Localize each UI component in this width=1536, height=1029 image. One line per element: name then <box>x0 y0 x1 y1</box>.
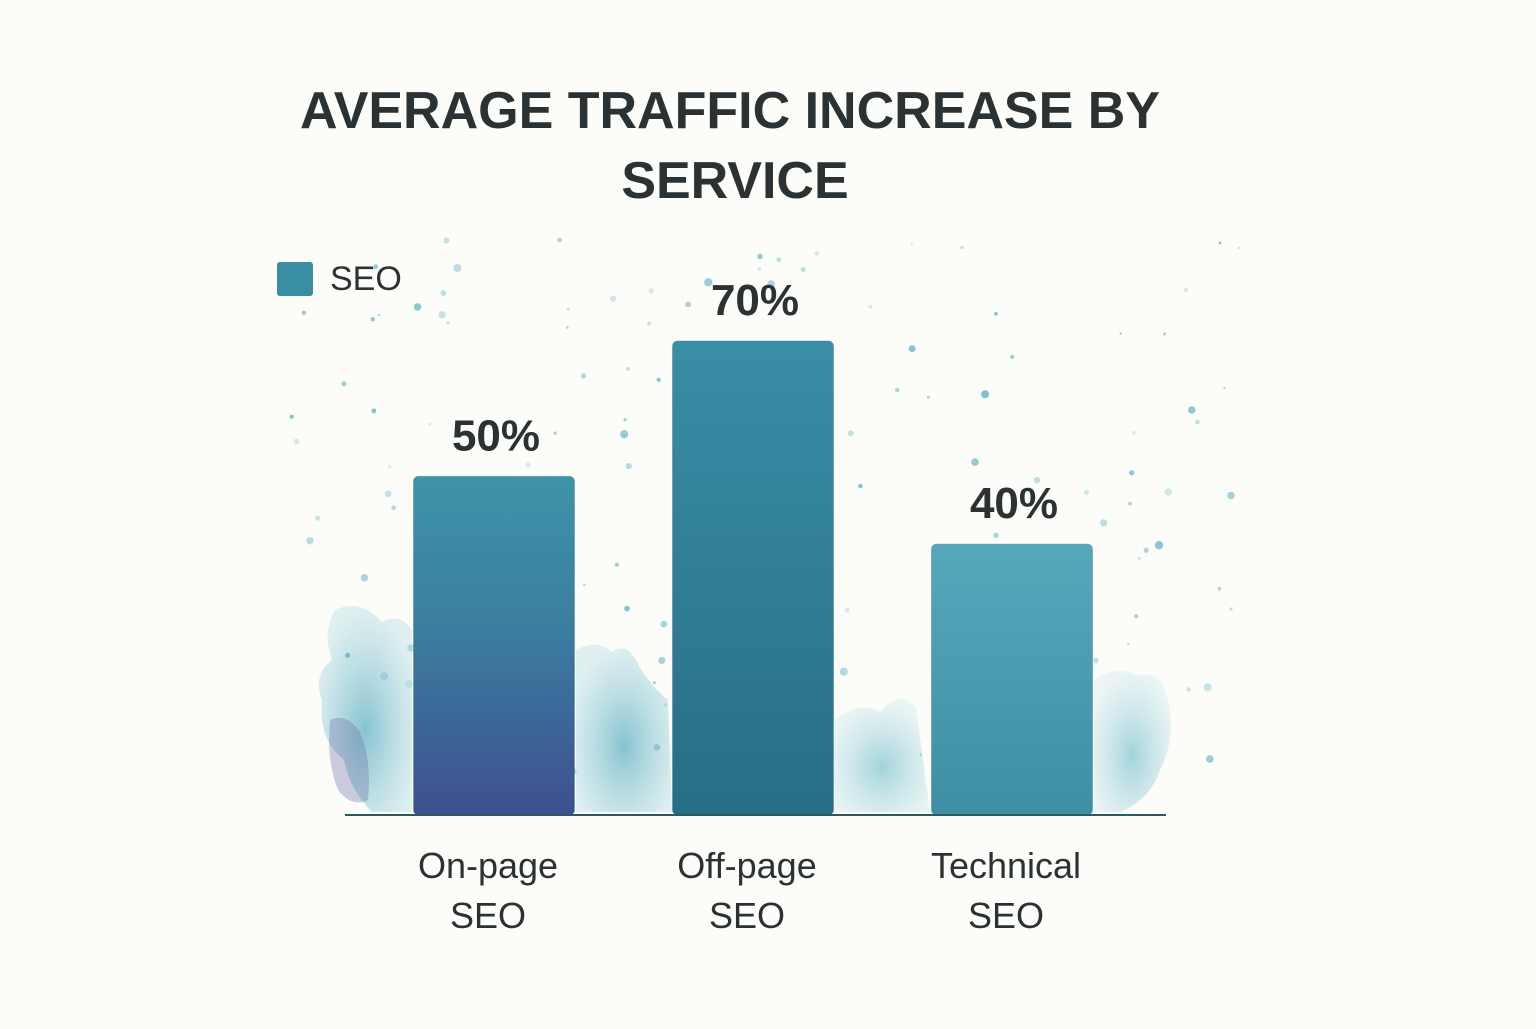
legend-label: SEO <box>330 260 402 298</box>
chart-title-line-2: SERVICE <box>621 152 848 210</box>
data-label-on-page-seo: 50% <box>452 411 540 460</box>
x-axis-tick-labels: On-page SEO Off-page SEO Technical SEO <box>418 845 1081 936</box>
chart-title: AVERAGE TRAFFIC INCREASE BY SERVICE <box>300 82 1160 210</box>
data-labels-group: 50% 70% 40% <box>452 276 1058 528</box>
data-label-off-page-seo: 70% <box>711 276 799 325</box>
bar-on-page-seo <box>413 475 575 816</box>
bar-technical-seo <box>931 543 1093 816</box>
legend: SEO <box>277 260 402 298</box>
x-tick-label-technical-seo-line-2: SEO <box>968 895 1044 936</box>
bars-group <box>413 340 1093 816</box>
x-tick-label-off-page-seo-line-2: SEO <box>709 895 785 936</box>
x-tick-label-on-page-seo-line-2: SEO <box>450 895 526 936</box>
x-tick-label-off-page-seo-line-1: Off-page <box>677 845 816 886</box>
legend-swatch <box>277 262 313 296</box>
data-label-technical-seo: 40% <box>970 479 1058 528</box>
chart-title-line-1: AVERAGE TRAFFIC INCREASE BY <box>300 82 1160 140</box>
bar-off-page-seo <box>672 340 834 816</box>
x-tick-label-on-page-seo-line-1: On-page <box>418 845 558 886</box>
x-tick-label-technical-seo-line-1: Technical <box>931 845 1081 886</box>
